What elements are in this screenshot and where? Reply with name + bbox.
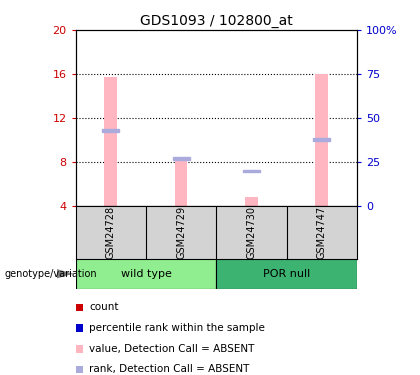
Bar <box>216 259 357 289</box>
Text: percentile rank within the sample: percentile rank within the sample <box>89 323 265 333</box>
Bar <box>76 259 216 289</box>
Text: wild type: wild type <box>121 269 171 279</box>
Bar <box>173 158 189 160</box>
Bar <box>315 74 328 206</box>
Bar <box>102 129 119 132</box>
Text: count: count <box>89 303 119 312</box>
Text: genotype/variation: genotype/variation <box>4 269 97 279</box>
Text: GSM24747: GSM24747 <box>317 206 327 259</box>
Text: GSM24729: GSM24729 <box>176 206 186 259</box>
Bar <box>313 138 330 141</box>
Text: GSM24730: GSM24730 <box>247 206 257 259</box>
Text: value, Detection Call = ABSENT: value, Detection Call = ABSENT <box>89 344 255 354</box>
Text: rank, Detection Call = ABSENT: rank, Detection Call = ABSENT <box>89 364 250 374</box>
Bar <box>243 170 260 172</box>
Bar <box>245 197 258 206</box>
Text: GSM24728: GSM24728 <box>106 206 116 259</box>
Bar <box>175 160 187 206</box>
Text: POR null: POR null <box>263 269 310 279</box>
Polygon shape <box>57 269 74 279</box>
Title: GDS1093 / 102800_at: GDS1093 / 102800_at <box>140 13 293 28</box>
Bar <box>105 77 117 206</box>
